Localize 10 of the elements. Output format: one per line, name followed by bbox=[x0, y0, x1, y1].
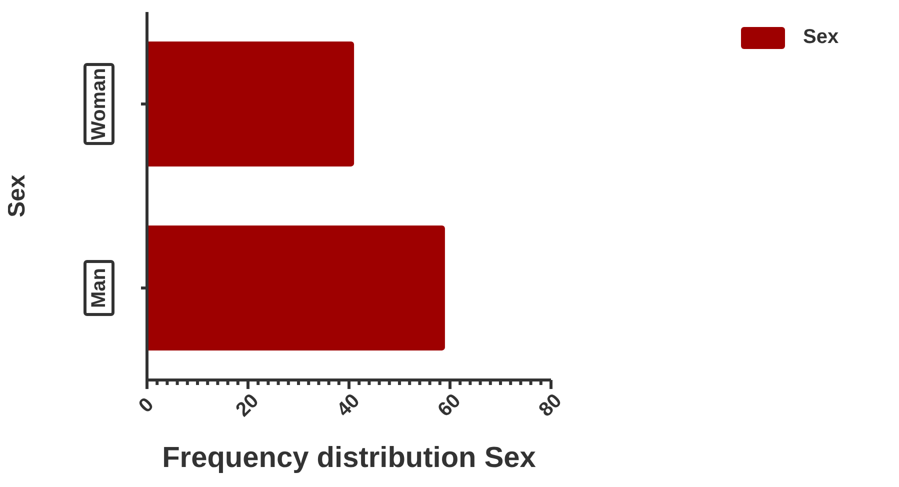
y-tick-label: Man bbox=[88, 268, 110, 308]
legend-label: Sex bbox=[803, 26, 839, 49]
y-axis-title: Sex bbox=[4, 174, 31, 218]
x-axis-title: Frequency distribution Sex bbox=[162, 442, 536, 474]
x-tick-label: 20 bbox=[232, 390, 264, 422]
x-tick-label: 0 bbox=[134, 394, 158, 418]
x-tick-label: 60 bbox=[434, 390, 466, 422]
x-tick-label: 80 bbox=[534, 390, 566, 422]
x-tick-label: 40 bbox=[332, 390, 364, 422]
y-tick-label: Woman bbox=[88, 68, 110, 140]
